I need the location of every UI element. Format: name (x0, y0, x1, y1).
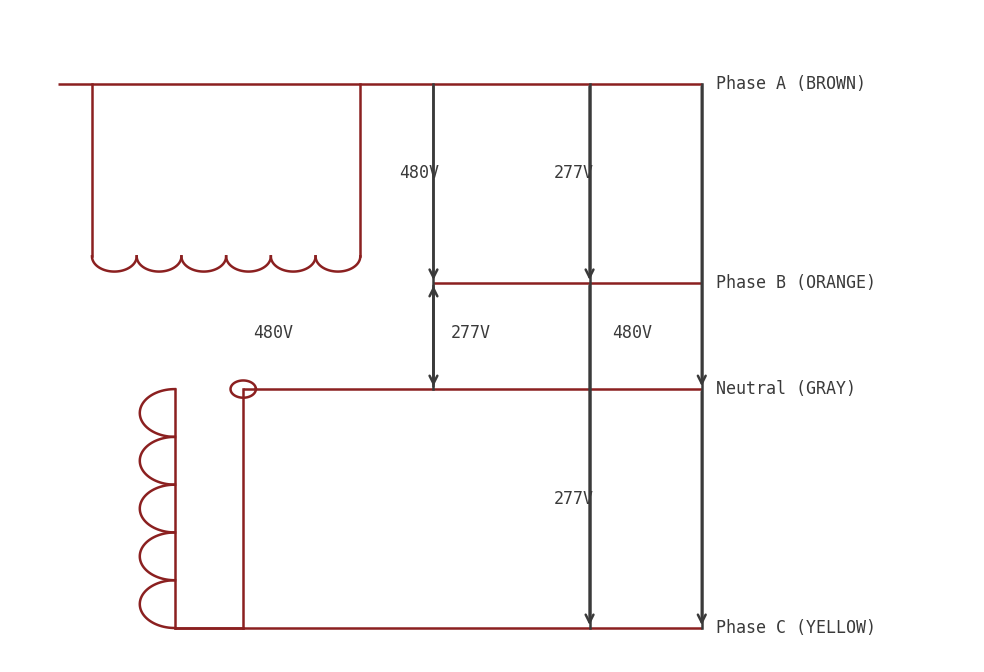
Text: Phase B (ORANGE): Phase B (ORANGE) (716, 274, 877, 292)
Text: 277V: 277V (553, 490, 593, 507)
Text: Phase A (BROWN): Phase A (BROWN) (716, 75, 866, 93)
Text: Neutral (GRAY): Neutral (GRAY) (716, 380, 856, 398)
Text: 480V: 480V (612, 324, 652, 341)
Text: 480V: 480V (400, 165, 439, 182)
Text: Phase C (YELLOW): Phase C (YELLOW) (716, 619, 877, 637)
Text: 277V: 277V (553, 165, 593, 182)
Text: 480V: 480V (253, 324, 293, 341)
Text: 277V: 277V (451, 324, 491, 341)
